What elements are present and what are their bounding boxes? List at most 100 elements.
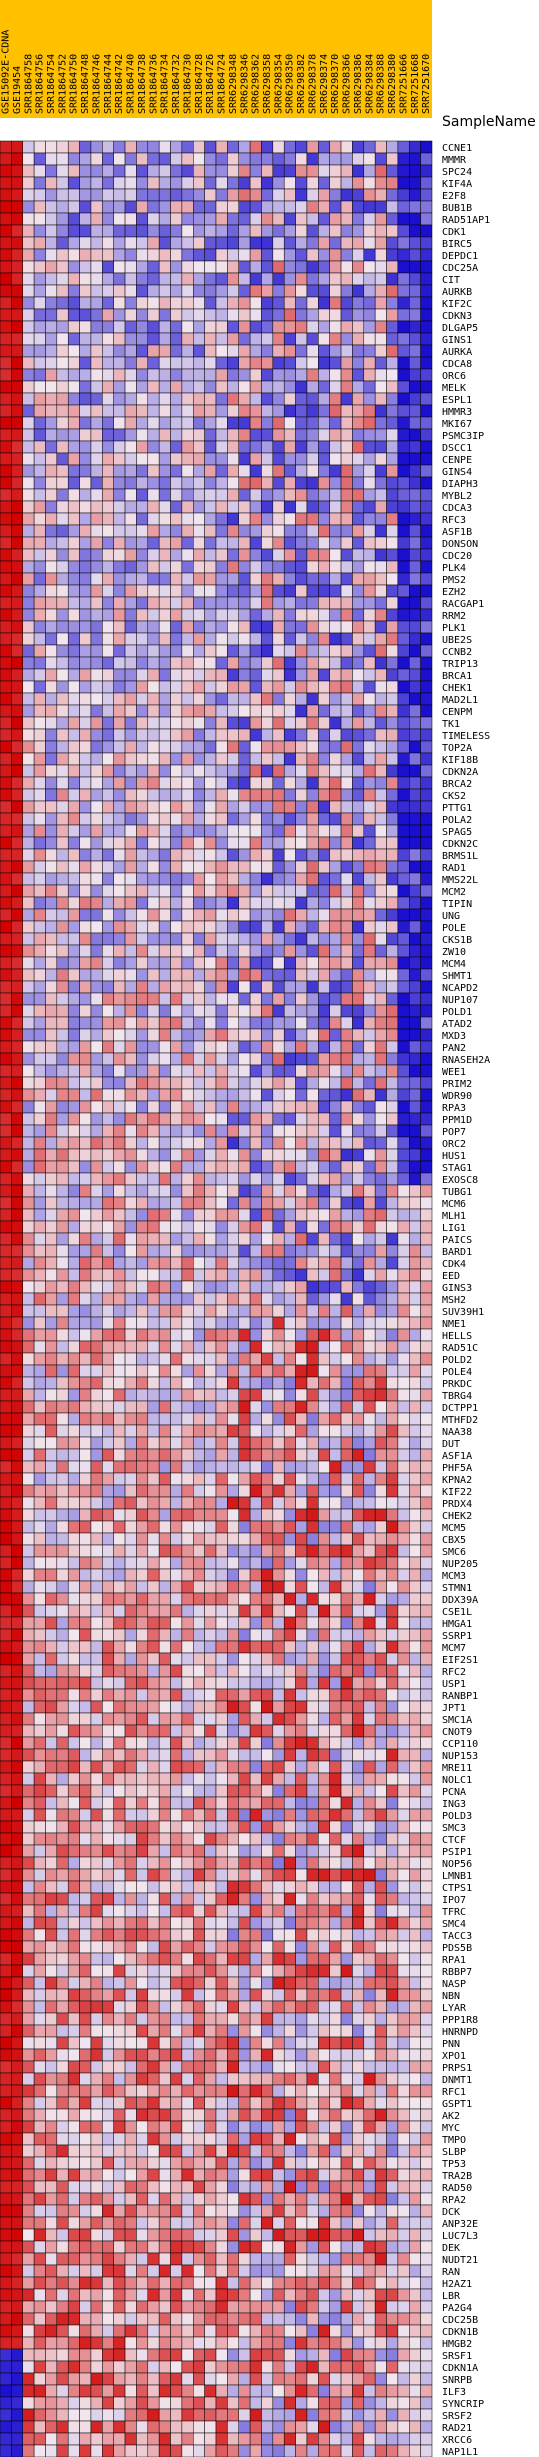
heatmap-cell xyxy=(318,1460,330,1474)
heatmap-cell xyxy=(158,1616,171,1630)
heatmap-cell xyxy=(56,1112,69,1126)
heatmap-cell xyxy=(238,1448,251,1462)
heatmap-cell xyxy=(374,1604,387,1618)
heatmap-cell xyxy=(374,416,387,430)
heatmap-cell xyxy=(113,1028,126,1042)
heatmap-cell xyxy=(420,1172,433,1186)
heatmap-cell xyxy=(386,980,399,994)
heatmap-cell xyxy=(249,284,262,298)
heatmap-cell xyxy=(124,800,137,814)
heatmap-cell xyxy=(147,608,160,622)
heatmap-cell xyxy=(283,776,296,790)
heatmap-cell xyxy=(340,1520,353,1534)
heatmap-cell xyxy=(56,224,69,238)
heatmap-cell xyxy=(170,1028,183,1042)
heatmap-cell xyxy=(90,1076,103,1090)
heatmap-cell xyxy=(295,1316,308,1330)
heatmap-cell xyxy=(352,980,365,994)
heatmap-cell xyxy=(147,1088,160,1102)
heatmap-cell xyxy=(329,1412,342,1426)
heatmap-cell xyxy=(90,1688,103,1702)
heatmap-cell xyxy=(420,560,433,574)
heatmap-cell xyxy=(147,1544,160,1558)
heatmap-cell xyxy=(33,1676,46,1690)
heatmap-cell xyxy=(283,608,296,622)
heatmap-cell xyxy=(113,848,126,862)
heatmap-cell xyxy=(283,488,296,502)
heatmap-cell xyxy=(22,440,35,454)
heatmap-cell xyxy=(22,560,35,574)
heatmap-cell xyxy=(90,416,103,430)
heatmap-cell xyxy=(22,1580,35,1594)
heatmap-cell xyxy=(136,668,149,682)
heatmap-cell xyxy=(249,848,262,862)
heatmap-cell xyxy=(170,1148,183,1162)
heatmap-cell xyxy=(261,1352,274,1366)
heatmap-cell xyxy=(249,1316,262,1330)
heatmap-cell xyxy=(352,1244,365,1258)
heatmap-cell xyxy=(124,1292,137,1306)
heatmap-cell xyxy=(249,1232,262,1246)
heatmap-cell xyxy=(215,188,228,202)
heatmap-cell xyxy=(329,1064,342,1078)
heatmap-cell xyxy=(329,560,342,574)
heatmap-cell xyxy=(397,1508,410,1522)
heatmap-cell xyxy=(420,176,433,190)
heatmap-cell xyxy=(22,1052,35,1066)
heatmap-cell xyxy=(374,512,387,526)
heatmap-cell xyxy=(272,992,285,1006)
heatmap-cell xyxy=(420,1556,433,1570)
heatmap-cell xyxy=(272,1676,285,1690)
heatmap-cell xyxy=(227,968,239,982)
heatmap-cell xyxy=(113,404,126,418)
heatmap-cell xyxy=(238,1136,251,1150)
heatmap-cell xyxy=(295,956,308,970)
heatmap-cell xyxy=(158,1400,171,1414)
heatmap-cell xyxy=(193,956,205,970)
heatmap-cell xyxy=(147,1004,160,1018)
heatmap-cell xyxy=(329,1496,342,1510)
heatmap-cell xyxy=(136,584,149,598)
heatmap-cell xyxy=(374,1472,387,1486)
heatmap-cell xyxy=(397,1148,410,1162)
heatmap-cell xyxy=(124,404,137,418)
heatmap-cell xyxy=(79,920,92,934)
heatmap-cell xyxy=(283,1028,296,1042)
heatmap-cell xyxy=(363,176,376,190)
heatmap-cell xyxy=(204,956,217,970)
heatmap-cell xyxy=(22,656,35,670)
heatmap-cell xyxy=(318,296,330,310)
heatmap-cell xyxy=(397,1424,410,1438)
heatmap-cell xyxy=(227,812,239,826)
heatmap-cell xyxy=(420,1376,433,1390)
heatmap-cell xyxy=(193,284,205,298)
heatmap-cell xyxy=(90,1160,103,1174)
heatmap-cell xyxy=(397,1412,410,1426)
heatmap-cell xyxy=(102,1328,114,1342)
heatmap-cell xyxy=(56,536,69,550)
heatmap-cell xyxy=(90,380,103,394)
heatmap-cell xyxy=(386,1460,399,1474)
heatmap-cell xyxy=(158,1496,171,1510)
heatmap-cell xyxy=(249,1052,262,1066)
heatmap-cell xyxy=(136,1616,149,1630)
heatmap-cell xyxy=(363,272,376,286)
heatmap-cell xyxy=(261,1172,274,1186)
heatmap-cell xyxy=(318,824,330,838)
heatmap-cell xyxy=(67,788,80,802)
heatmap-cell xyxy=(249,392,262,406)
heatmap-cell xyxy=(90,428,103,442)
heatmap-cell xyxy=(56,1412,69,1426)
heatmap-cell xyxy=(33,1256,46,1270)
heatmap-cell xyxy=(33,344,46,358)
heatmap-cell xyxy=(45,1544,58,1558)
heatmap-cell xyxy=(204,260,217,274)
heatmap-cell xyxy=(170,944,183,958)
heatmap-cell xyxy=(283,1232,296,1246)
heatmap-cell xyxy=(249,1688,262,1702)
heatmap-cell xyxy=(33,1004,46,1018)
heatmap-cell xyxy=(386,1520,399,1534)
heatmap-cell xyxy=(90,908,103,922)
heatmap-cell xyxy=(272,1028,285,1042)
heatmap-cell xyxy=(238,704,251,718)
